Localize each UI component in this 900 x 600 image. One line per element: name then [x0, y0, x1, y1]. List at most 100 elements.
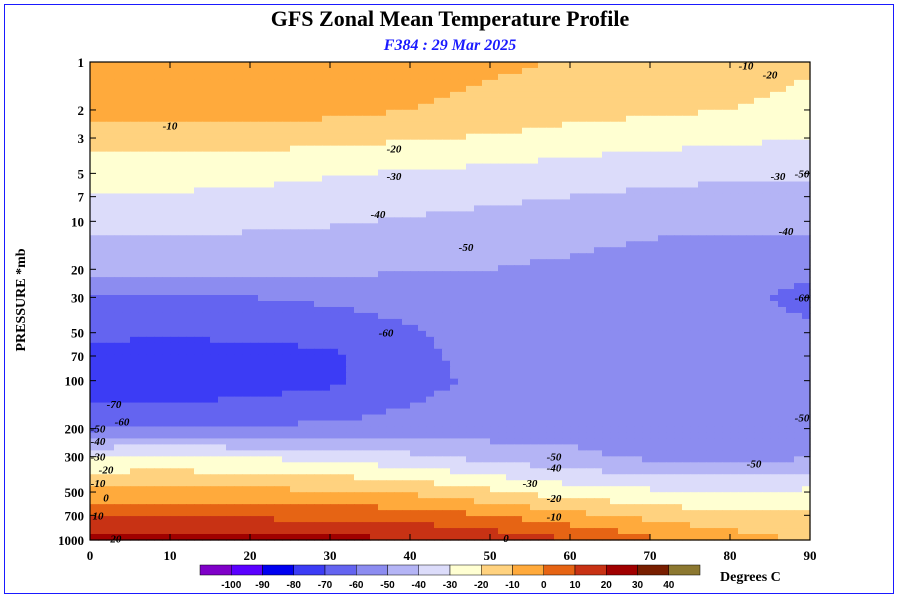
field-cell [530, 103, 539, 111]
field-cell [202, 73, 211, 81]
field-cell [146, 342, 155, 350]
field-cell [98, 151, 107, 159]
field-cell [546, 169, 555, 177]
field-cell [474, 253, 483, 260]
field-cell [314, 133, 323, 141]
field-cell [522, 205, 531, 212]
field-cell [146, 97, 155, 105]
field-cell [714, 181, 723, 189]
field-cell [762, 342, 771, 350]
field-cell [130, 235, 139, 242]
field-cell [482, 187, 491, 195]
field-cell [722, 241, 731, 248]
field-cell [754, 318, 763, 326]
field-cell [578, 366, 587, 374]
field-cell [650, 354, 659, 362]
field-cell [330, 229, 339, 236]
field-cell [218, 235, 227, 242]
field-cell [754, 91, 763, 99]
field-cell [186, 175, 195, 183]
field-cell [522, 223, 531, 230]
field-cell [346, 330, 355, 338]
field-cell [586, 193, 595, 201]
field-cell [610, 354, 619, 362]
field-cell [434, 169, 443, 177]
field-cell [154, 199, 163, 206]
field-cell [722, 115, 731, 123]
field-cell [194, 193, 203, 201]
field-cell [642, 378, 651, 386]
field-cell [802, 378, 811, 386]
field-cell [434, 259, 443, 266]
field-cell [682, 348, 691, 356]
field-cell [250, 127, 259, 135]
field-cell [138, 324, 147, 332]
field-cell [194, 67, 203, 75]
field-cell [250, 205, 259, 212]
field-cell [394, 187, 403, 195]
field-cell [250, 139, 259, 147]
field-cell [242, 175, 251, 183]
field-cell [482, 336, 491, 344]
field-cell [298, 91, 307, 99]
field-cell [482, 330, 491, 338]
field-cell [306, 259, 315, 266]
field-cell [586, 91, 595, 99]
field-cell [266, 318, 275, 326]
field-cell [154, 259, 163, 266]
field-cell [418, 145, 427, 153]
field-cell [530, 372, 539, 380]
field-cell [98, 187, 107, 195]
field-cell [490, 193, 499, 201]
field-cell [298, 366, 307, 374]
field-cell [330, 199, 339, 206]
field-cell [714, 306, 723, 314]
field-cell [530, 223, 539, 230]
field-cell [402, 67, 411, 75]
field-cell [250, 217, 259, 224]
field-cell [706, 330, 715, 338]
field-cell [338, 217, 347, 224]
field-cell [386, 205, 395, 212]
field-cell [178, 259, 187, 266]
field-cell [90, 330, 99, 338]
field-cell [218, 265, 227, 272]
field-cell [266, 372, 275, 380]
field-cell [354, 91, 363, 99]
field-cell [370, 378, 379, 386]
field-cell [778, 193, 787, 201]
field-cell [666, 121, 675, 129]
field-cell [546, 205, 555, 212]
field-cell [426, 312, 435, 320]
field-cell [290, 366, 299, 374]
field-cell [210, 145, 219, 153]
field-cell [706, 169, 715, 177]
field-cell [266, 301, 275, 308]
field-cell [626, 103, 635, 111]
field-cell [666, 312, 675, 320]
field-cell [346, 283, 355, 290]
field-cell [546, 253, 555, 260]
field-cell [146, 223, 155, 230]
field-cell [538, 79, 547, 87]
field-cell [634, 145, 643, 153]
field-cell [442, 289, 451, 296]
field-cell [370, 181, 379, 189]
field-cell [506, 324, 515, 332]
field-cell [178, 235, 187, 242]
field-cell [146, 265, 155, 272]
field-cell [674, 342, 683, 350]
field-cell [482, 223, 491, 230]
field-cell [226, 354, 235, 362]
field-cell [690, 378, 699, 386]
field-cell [650, 121, 659, 129]
field-cell [242, 157, 251, 165]
field-cell [258, 235, 267, 242]
field-cell [762, 259, 771, 266]
field-cell [242, 139, 251, 147]
field-cell [314, 366, 323, 374]
field-cell [738, 372, 747, 380]
field-cell [250, 193, 259, 201]
field-cell [458, 342, 467, 350]
field-cell [330, 289, 339, 296]
